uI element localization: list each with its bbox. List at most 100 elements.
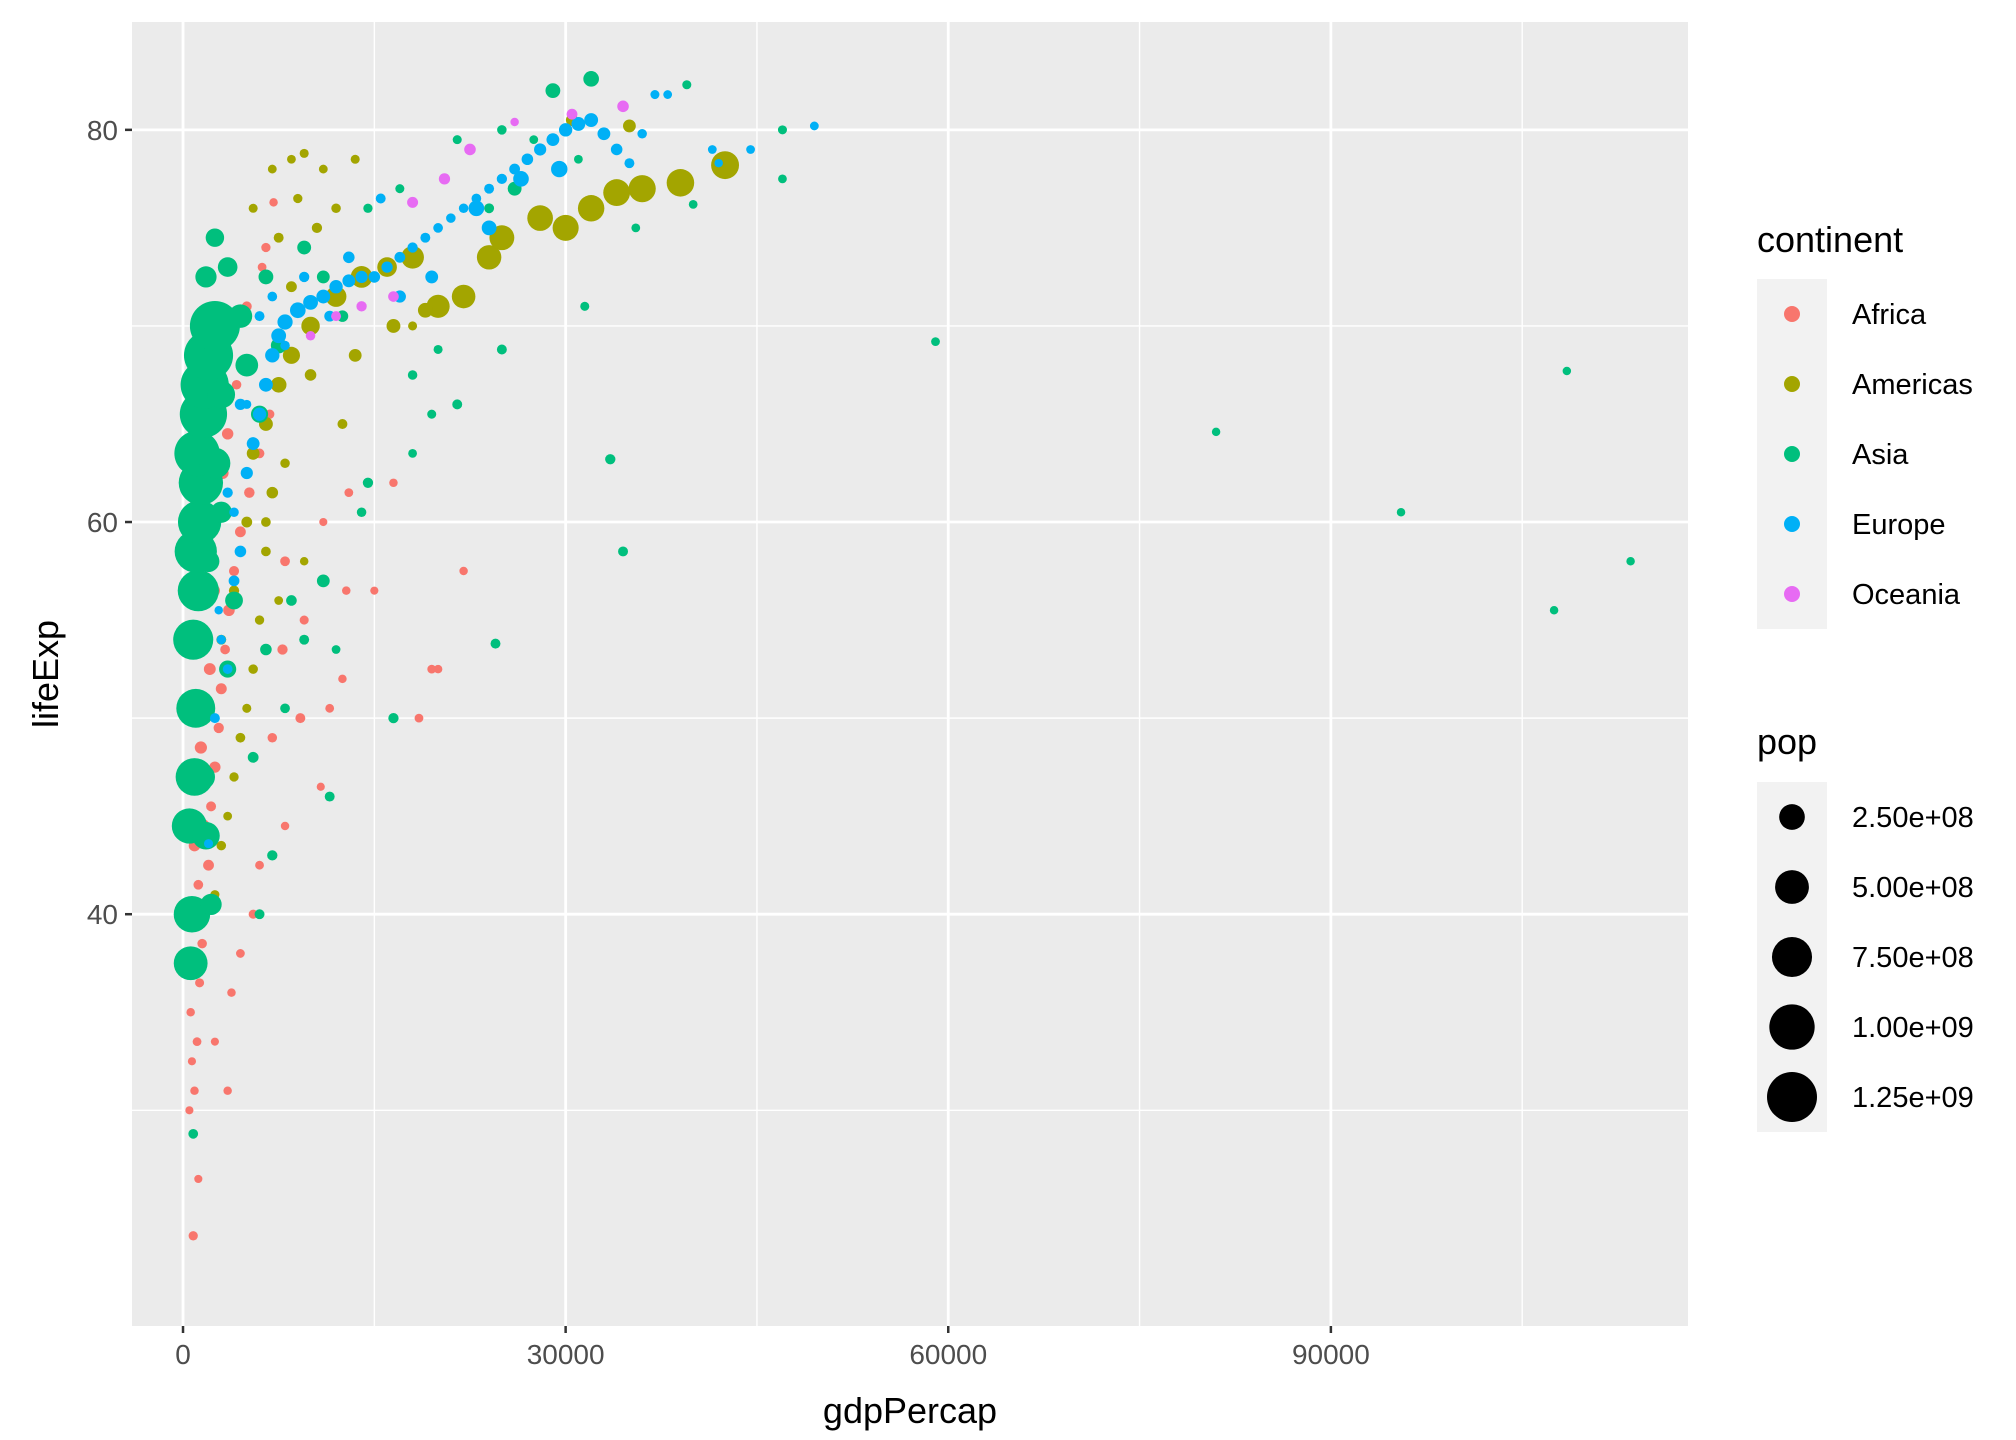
data-point-asia	[931, 337, 940, 347]
data-point-africa	[186, 1008, 195, 1017]
data-point-africa	[316, 782, 325, 791]
data-point-americas	[299, 148, 309, 158]
data-point-americas	[666, 169, 695, 197]
data-point-asia	[207, 380, 236, 409]
data-point-americas	[603, 179, 631, 207]
data-point-europe	[222, 664, 233, 674]
x-axis-title: gdpPercap	[823, 1390, 997, 1431]
data-point-africa	[370, 586, 379, 595]
data-point-americas	[246, 446, 260, 460]
data-point-europe	[468, 200, 485, 217]
legend-continent: continent Africa Americas Asia Europe Oceani…	[1757, 219, 1973, 629]
legend-label-europe: Europe	[1852, 509, 1946, 541]
data-point-asia	[286, 595, 297, 606]
data-point-europe	[571, 117, 586, 131]
data-point-europe	[746, 145, 755, 154]
data-point-oceania	[566, 108, 578, 120]
data-point-americas	[273, 232, 284, 243]
data-point-europe	[343, 251, 355, 264]
data-point-americas	[254, 615, 265, 625]
data-point-asia	[497, 125, 507, 135]
data-point-asia	[316, 270, 330, 284]
data-point-americas	[386, 319, 401, 333]
data-point-africa	[433, 664, 443, 674]
data-point-europe	[610, 143, 623, 156]
data-point-europe	[329, 280, 343, 294]
x-tick-label: 0	[175, 1339, 191, 1370]
data-point-europe	[252, 407, 267, 421]
data-point-asia	[452, 135, 462, 145]
data-point-americas	[287, 154, 296, 164]
data-point-europe	[484, 183, 495, 194]
data-point-asia	[199, 447, 231, 479]
data-point-africa	[221, 428, 234, 440]
legend-continent-title: continent	[1757, 219, 1903, 260]
data-point-europe	[496, 173, 508, 185]
data-point-africa	[280, 821, 290, 831]
data-point-africa	[319, 517, 328, 527]
data-point-africa	[195, 978, 205, 988]
data-point-europe	[637, 129, 647, 139]
data-point-europe	[534, 143, 547, 156]
data-point-americas	[267, 164, 277, 174]
data-point-asia	[217, 257, 238, 277]
data-point-asia	[195, 266, 217, 288]
data-point-americas	[318, 164, 328, 174]
legend-size-label: 5.00e+08	[1852, 872, 1974, 904]
data-point-europe	[584, 113, 599, 127]
data-point-africa	[269, 198, 278, 207]
data-point-africa	[206, 801, 217, 812]
data-point-europe	[509, 163, 521, 175]
data-point-europe	[481, 220, 497, 236]
data-point-asia	[496, 344, 507, 355]
legend-size-key	[1769, 1004, 1815, 1050]
data-point-africa	[257, 262, 267, 272]
data-point-africa	[295, 713, 306, 724]
data-point-europe	[271, 328, 287, 344]
data-point-americas	[266, 486, 279, 499]
data-points	[171, 71, 1635, 1241]
data-point-europe	[229, 507, 239, 517]
data-point-asia	[490, 638, 501, 649]
data-point-asia	[205, 228, 225, 247]
data-point-europe	[714, 158, 723, 168]
data-point-europe	[280, 340, 290, 351]
data-point-europe	[368, 271, 381, 283]
data-point-africa	[299, 615, 309, 625]
data-point-asia	[225, 591, 243, 610]
data-point-africa	[188, 1231, 198, 1241]
data-point-europe	[521, 153, 534, 166]
data-point-europe	[234, 545, 247, 558]
data-point-africa	[193, 879, 204, 890]
data-point-europe	[303, 295, 318, 310]
data-point-asia	[258, 269, 274, 285]
data-point-europe	[551, 160, 568, 178]
data-point-europe	[546, 133, 560, 147]
x-tick-label: 60000	[909, 1339, 987, 1370]
data-point-asia	[324, 791, 335, 802]
data-point-europe	[209, 713, 220, 724]
data-point-europe	[446, 213, 456, 223]
legend-label-asia: Asia	[1852, 439, 1909, 471]
x-tick-label: 90000	[1292, 1339, 1370, 1370]
data-point-oceania	[617, 100, 629, 113]
data-point-americas	[325, 286, 347, 307]
data-point-americas	[282, 346, 300, 364]
y-tick-label: 40	[87, 899, 118, 930]
data-point-americas	[451, 284, 476, 309]
data-point-asia	[388, 712, 399, 724]
data-point-americas	[337, 419, 348, 429]
data-point-asia	[1626, 557, 1635, 566]
data-point-americas	[711, 151, 740, 180]
data-point-europe	[394, 251, 406, 263]
data-point-asia	[580, 301, 590, 311]
data-point-asia	[316, 574, 330, 588]
data-point-asia	[427, 409, 437, 419]
data-point-americas	[577, 195, 605, 222]
data-point-europe	[242, 399, 252, 409]
data-point-americas	[489, 225, 515, 251]
data-point-africa	[234, 526, 246, 538]
data-point-asia	[297, 240, 312, 255]
data-point-africa	[244, 487, 255, 498]
